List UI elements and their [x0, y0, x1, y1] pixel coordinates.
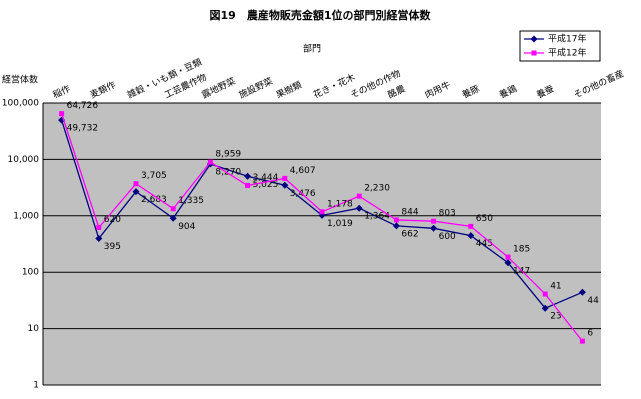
x-tick-label: 肉用牛: [423, 79, 453, 101]
data-label: 8,270: [215, 168, 241, 178]
data-label: 6: [587, 329, 593, 339]
marker: [282, 175, 288, 181]
data-label: 1,178: [327, 199, 353, 209]
marker: [393, 217, 399, 223]
data-label: 3,705: [141, 171, 167, 181]
marker: [356, 193, 362, 199]
data-label: 44: [587, 296, 599, 306]
y-tick-label: 1: [33, 381, 39, 391]
legend: [519, 30, 601, 62]
x-tick-label: 酪農: [386, 82, 407, 100]
y-tick-label: 100,000: [2, 99, 39, 109]
x-tick-label: 養豚: [460, 82, 481, 100]
marker: [169, 214, 177, 222]
data-label: 49,732: [67, 124, 99, 134]
plot-area: [43, 103, 601, 385]
marker: [431, 218, 437, 224]
marker: [245, 183, 251, 189]
x-tick-label: 養蚕: [534, 82, 555, 100]
data-label: 64,726: [67, 101, 99, 111]
marker: [531, 50, 537, 56]
data-label: 600: [439, 232, 456, 242]
legend-label: 平成17年: [548, 33, 586, 45]
marker: [505, 254, 511, 260]
marker: [468, 223, 474, 229]
x-tick-label: その他の畜産: [572, 67, 626, 101]
y-tick-label: 1,000: [13, 211, 39, 221]
marker: [578, 288, 586, 296]
data-label: 445: [476, 239, 493, 249]
marker: [170, 206, 176, 212]
chart-title: 図19 農産物販売金額1位の部門別経営体数: [210, 8, 432, 22]
marker: [59, 111, 65, 117]
data-label: 650: [476, 214, 493, 224]
x-axis-label: 部門: [303, 43, 321, 55]
marker: [530, 35, 538, 43]
data-label: 4,607: [290, 166, 316, 176]
marker: [541, 304, 549, 312]
data-label: 185: [513, 245, 530, 255]
data-label: 8,959: [215, 150, 241, 160]
data-label: 2,683: [141, 195, 167, 205]
data-label: 803: [439, 209, 456, 219]
data-label: 844: [401, 207, 418, 217]
marker: [95, 235, 103, 243]
data-label: 2,230: [364, 184, 390, 194]
marker: [244, 172, 252, 180]
marker: [96, 225, 102, 231]
data-label: 620: [104, 215, 121, 225]
data-label: 395: [104, 242, 121, 252]
data-label: 1,019: [327, 219, 353, 229]
marker: [430, 224, 438, 232]
marker: [579, 338, 585, 344]
x-tick-label: 麦類作: [88, 79, 118, 101]
marker: [133, 181, 139, 187]
x-tick-label: 花き・花木: [311, 71, 357, 101]
x-tick-label: 稲作: [51, 82, 72, 100]
y-tick-label: 100: [22, 268, 39, 278]
data-label: 1,364: [364, 212, 390, 222]
marker: [392, 222, 400, 230]
y-tick-label: 10: [28, 324, 40, 334]
data-label: 3,444: [253, 173, 279, 183]
x-tick-label: 養鶏: [497, 82, 518, 100]
marker: [207, 159, 213, 165]
marker: [467, 232, 475, 240]
marker: [355, 204, 363, 212]
marker: [504, 259, 512, 267]
data-label: 23: [550, 312, 561, 322]
legend-label: 平成12年: [548, 47, 586, 59]
marker: [281, 181, 289, 189]
y-tick-label: 10,000: [8, 155, 40, 165]
marker: [319, 209, 325, 215]
y-axis-label: 経営体数: [2, 74, 38, 86]
data-label: 662: [401, 229, 418, 239]
data-label: 41: [550, 282, 561, 292]
data-label: 5,025: [253, 180, 279, 190]
marker: [132, 188, 140, 196]
data-label: 904: [178, 222, 195, 232]
marker: [542, 291, 548, 297]
x-tick-label: 施設野菜: [237, 75, 275, 101]
x-tick-label: 果樹類: [274, 79, 304, 101]
data-label: 1,335: [178, 196, 204, 206]
